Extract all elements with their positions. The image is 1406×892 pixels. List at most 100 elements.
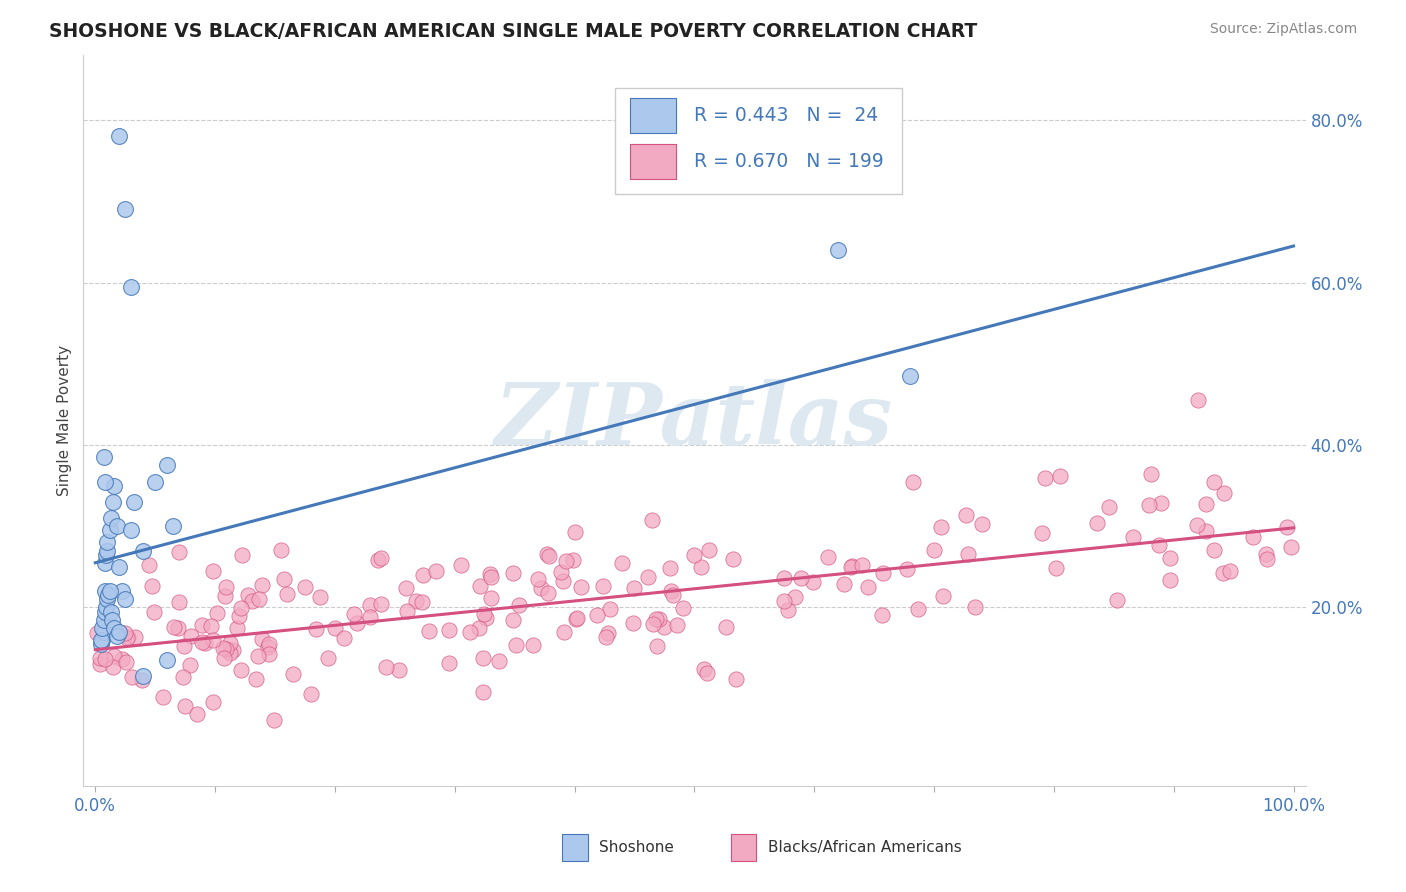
Point — [527, 573, 550, 587]
Point — [479, 570, 502, 584]
Point — [1107, 593, 1129, 607]
Point — [1137, 498, 1160, 512]
Point — [772, 594, 794, 608]
Point — [94, 548, 117, 562]
Point — [132, 669, 155, 683]
Point — [637, 570, 659, 584]
Point — [228, 609, 250, 624]
Point — [562, 553, 585, 567]
Point — [186, 706, 208, 721]
Point — [479, 591, 502, 605]
Point — [257, 640, 280, 654]
Point — [1049, 469, 1071, 483]
Point — [898, 368, 921, 383]
Point — [567, 610, 589, 624]
Point — [1204, 543, 1226, 558]
Point — [714, 619, 737, 633]
Point — [697, 543, 720, 558]
Point — [299, 687, 322, 701]
Point — [666, 618, 689, 632]
Point — [437, 623, 460, 637]
Point — [870, 608, 893, 623]
Point — [396, 604, 419, 618]
Point — [163, 620, 186, 634]
Point — [569, 580, 592, 594]
Point — [103, 648, 125, 663]
Point — [488, 654, 510, 668]
Point — [652, 620, 675, 634]
Point — [530, 581, 553, 595]
Point — [471, 651, 494, 665]
Point — [120, 279, 142, 293]
Point — [592, 579, 614, 593]
Point — [553, 574, 575, 588]
Point — [1033, 471, 1056, 485]
Point — [564, 524, 586, 539]
Point — [658, 560, 681, 574]
Point — [661, 584, 683, 599]
Point — [94, 475, 117, 489]
Point — [174, 699, 197, 714]
Point — [101, 613, 124, 627]
Point — [851, 558, 873, 573]
Point — [105, 519, 128, 533]
Point — [172, 670, 194, 684]
Point — [537, 549, 560, 564]
Point — [229, 663, 252, 677]
Point — [858, 580, 880, 594]
Point — [693, 662, 716, 676]
Point — [96, 543, 118, 558]
Point — [841, 559, 863, 574]
Point — [214, 589, 236, 603]
Point — [1150, 496, 1173, 510]
Point — [103, 495, 125, 509]
Point — [141, 578, 163, 592]
Point — [472, 607, 495, 622]
Point — [103, 478, 125, 492]
Point — [94, 605, 117, 619]
Point — [931, 589, 953, 603]
FancyBboxPatch shape — [614, 88, 903, 194]
Point — [111, 584, 134, 599]
Point — [132, 543, 155, 558]
Point — [211, 640, 233, 655]
Point — [553, 625, 575, 640]
Point — [841, 559, 863, 574]
Point — [832, 577, 855, 591]
Point — [246, 648, 269, 663]
Point — [124, 630, 146, 644]
Point — [108, 624, 131, 639]
Point — [689, 560, 711, 574]
Point — [901, 475, 924, 490]
Point — [536, 547, 558, 561]
Point — [333, 631, 356, 645]
Point — [86, 626, 108, 640]
Point — [359, 610, 381, 624]
Point — [201, 565, 224, 579]
Point — [955, 508, 977, 523]
Point — [94, 556, 117, 570]
Point — [505, 638, 527, 652]
Point — [276, 587, 298, 601]
Point — [93, 652, 115, 666]
Point — [212, 650, 235, 665]
Point — [219, 646, 242, 660]
Point — [1098, 500, 1121, 515]
Point — [93, 613, 115, 627]
Point — [1195, 524, 1218, 538]
Point — [1085, 516, 1108, 531]
Point — [508, 598, 530, 612]
Text: Blacks/African Americans: Blacks/African Americans — [768, 840, 962, 855]
Point — [252, 632, 274, 646]
Point — [316, 651, 339, 665]
Point — [1218, 564, 1240, 578]
Point — [100, 511, 122, 525]
Point — [411, 595, 433, 609]
Point — [162, 519, 184, 533]
Point — [468, 621, 491, 635]
Point — [640, 512, 662, 526]
Point — [425, 564, 447, 578]
Point — [90, 632, 112, 647]
Point — [294, 580, 316, 594]
Point — [215, 642, 238, 657]
